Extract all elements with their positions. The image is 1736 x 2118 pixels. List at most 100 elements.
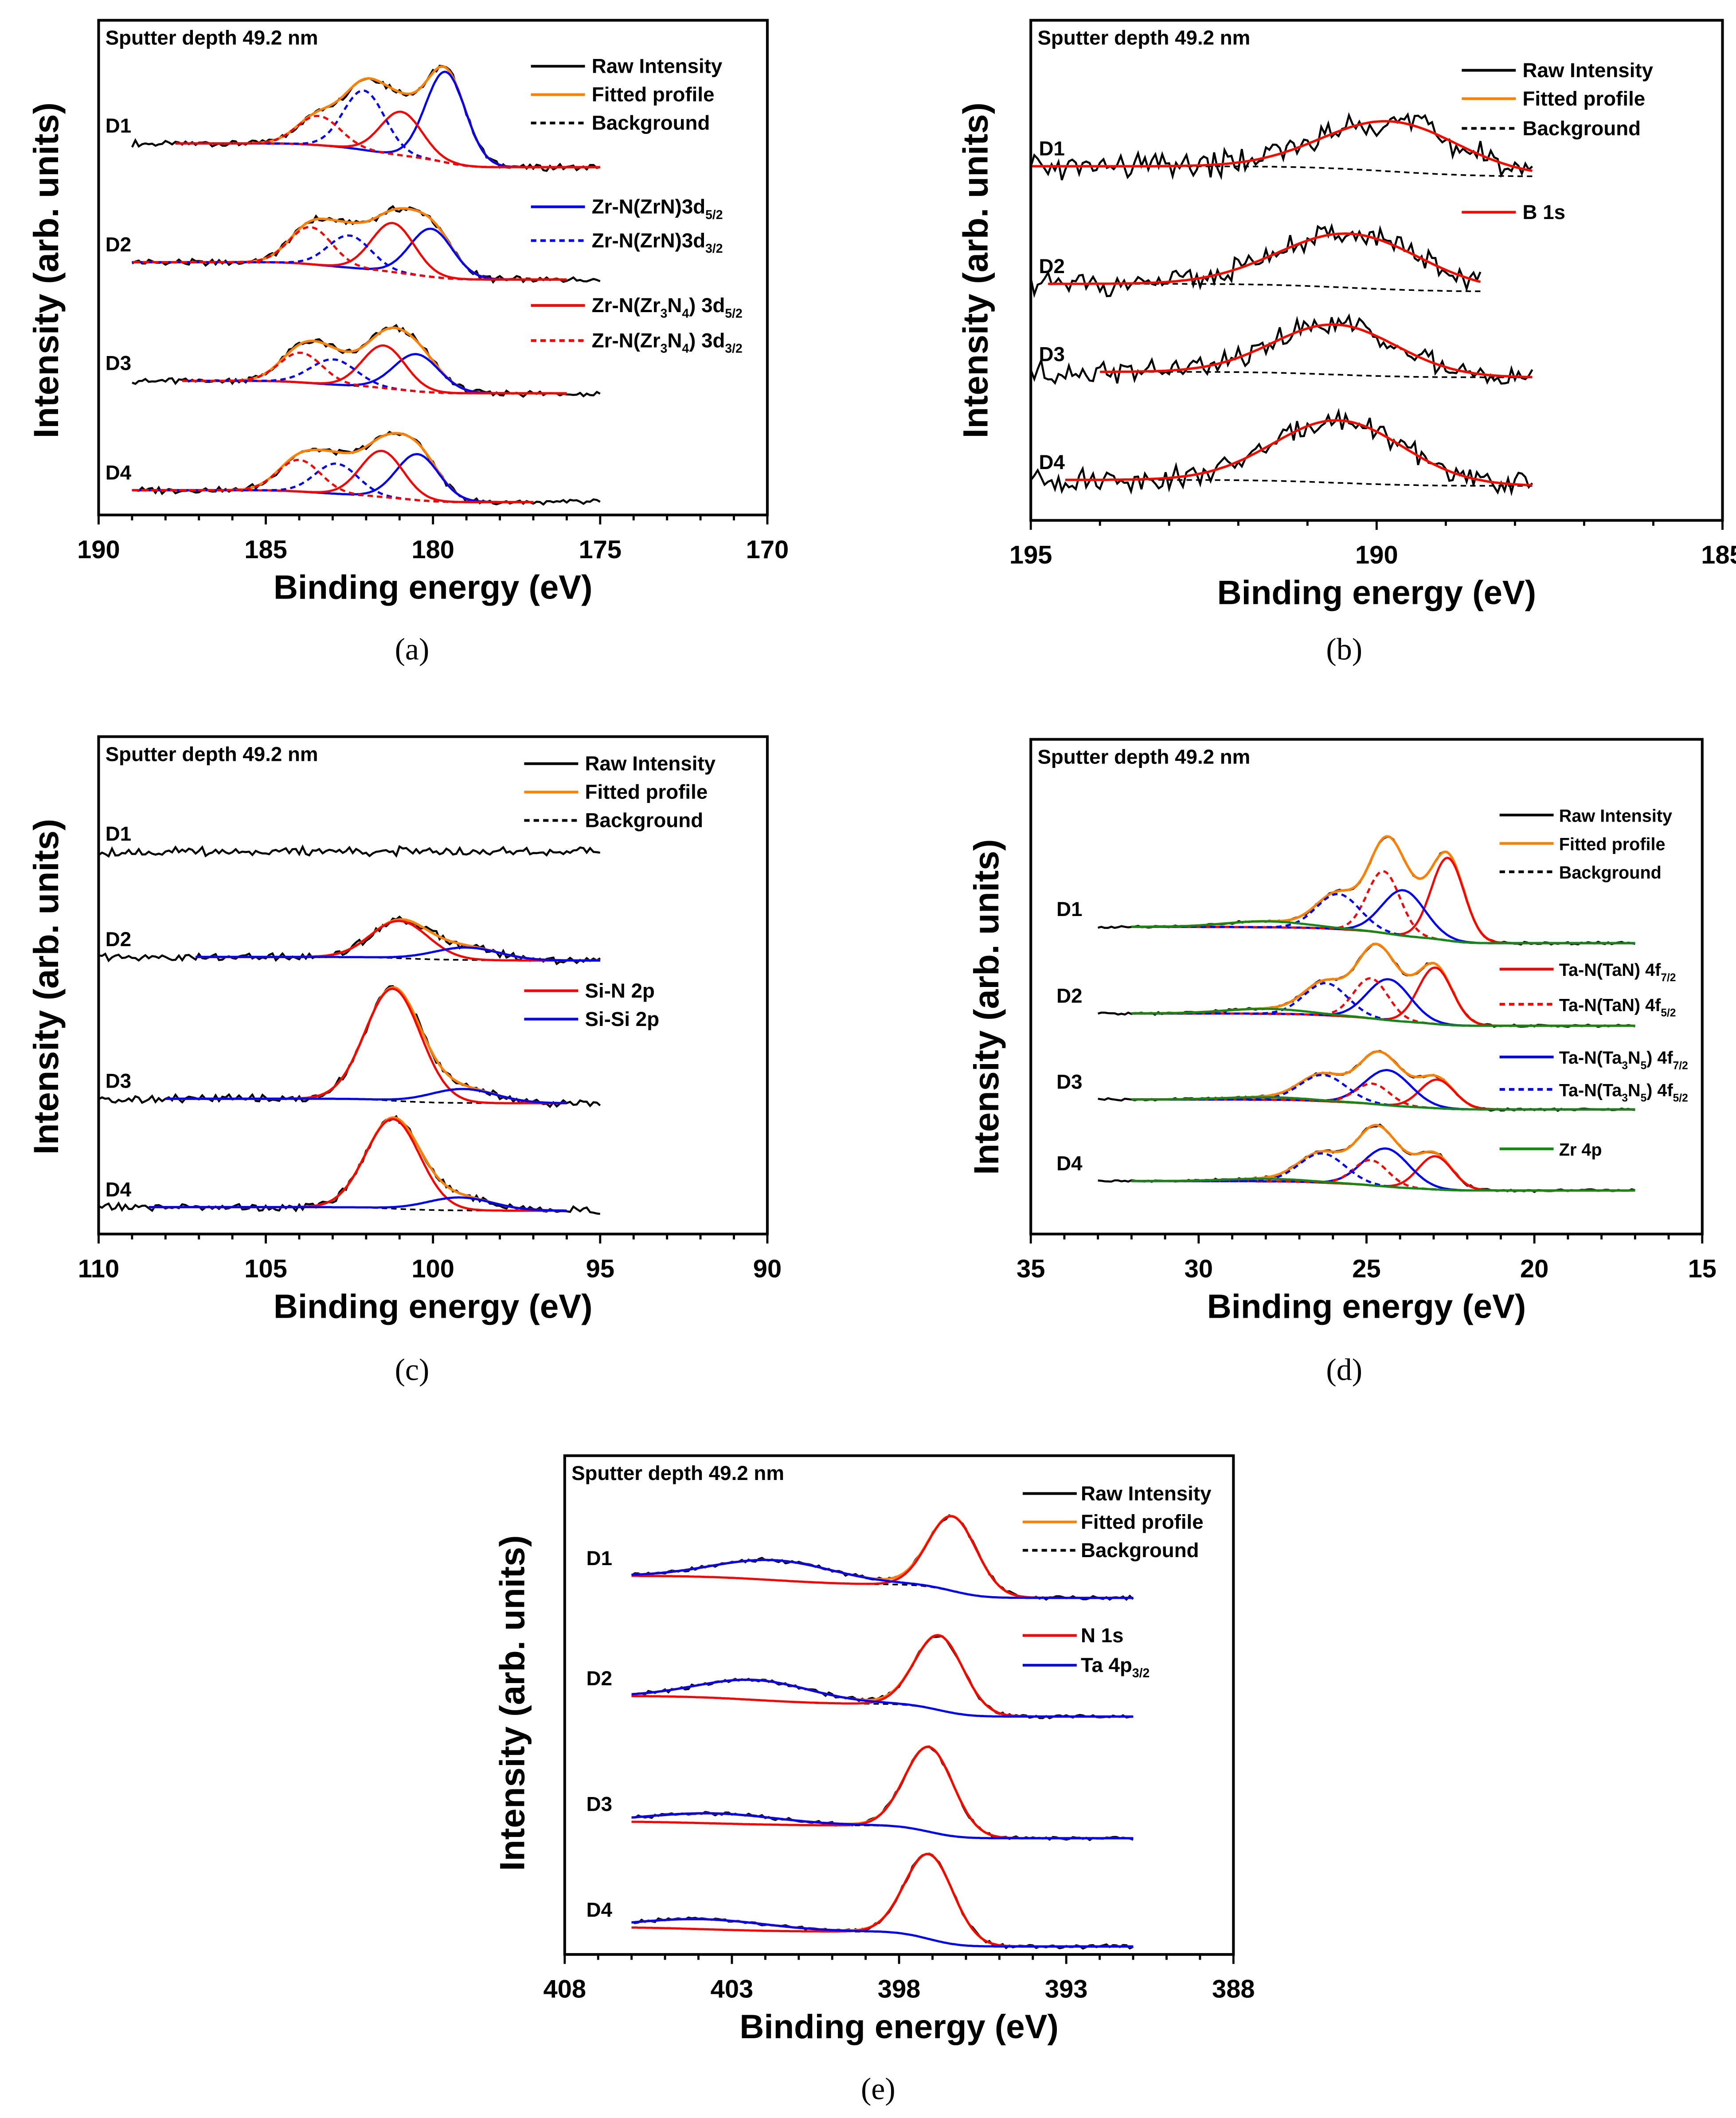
background-line [1100,371,1533,378]
spectrum-label: D1 [1039,137,1065,160]
legend-label-part: 5/2 [1661,1007,1676,1019]
chart-e: 408 403 398 393 388 Binding energy (eV) Intens… [492,1454,1255,2106]
legend-label-part: Ta-N(Ta [1559,1081,1622,1100]
legend-label: Background [1559,863,1662,883]
spectrum-d2: D2 [98,915,601,966]
component-b1s [1065,419,1533,486]
raw-intensity-line [98,844,601,858]
spectrum-label: D3 [106,1070,131,1092]
y-axis-label: Intensity (arb. units) [26,819,66,1155]
legend-label-part: Ta-N(Ta [1559,1048,1622,1068]
spectrum-label: D1 [1056,898,1082,920]
legend-entry: Raw Intensity [524,752,716,775]
spectrum-d4: D4 [1030,407,1533,497]
legend-entry: Ta 4p3/2 [1022,1654,1150,1680]
plot-frame [1029,738,1704,1236]
legend-entry: Background [524,809,703,832]
x-tick-label: 15 [1688,1255,1716,1283]
component-tan52 [1131,1159,1635,1192]
x-tick-label: 35 [1017,1255,1045,1283]
legend-label-part: 7/2 [1661,972,1676,984]
spectrum-d2: D2 [586,1633,1134,1719]
component-ta3n552 [1131,982,1635,1027]
fitted-profile-line [165,986,567,1104]
x-tick-label: 95 [586,1255,614,1283]
component-ta4p [631,1679,1134,1718]
x-tick-label: 403 [711,1975,754,2004]
legend-label-part: Raw Intensity [1081,1482,1212,1505]
component-zr3n452 [175,110,600,168]
component-sin [165,987,567,1104]
component-b1s [1031,120,1533,172]
legend-label-part: Raw Intensity [585,752,716,775]
sputter-depth-note: Sputter depth 49.2 nm [571,1462,784,1484]
legend-label: Background [1522,117,1641,140]
legend-label-part: Fitted profile [1081,1511,1204,1533]
component-b1s [1048,232,1481,285]
raw-intensity-line [1098,836,1635,946]
component-zrn52 [132,453,534,503]
x-tick-label: 20 [1520,1255,1548,1283]
spectrum-label: D4 [106,461,132,484]
legend-label: Raw Intensity [1559,806,1672,826]
legend-label-part: 7/2 [1673,1060,1688,1072]
spectrum-d3: D3 [106,324,601,398]
spectrum-d3: D3 [98,985,601,1108]
legend-entry: Background [1499,863,1662,883]
x-axis-label: Binding energy (eV) [274,1288,593,1325]
legend-label-part: Background [1522,117,1641,140]
sputter-depth-note: Sputter depth 49.2 nm [106,27,318,49]
component-zr4p [1131,1007,1635,1027]
legend-label-part: Raw Intensity [592,55,723,78]
plot-frame [97,735,769,1236]
spectrum-d3: D3 [586,1745,1134,1841]
legend-entry: Fitted profile [524,781,708,803]
x-tick-label: 180 [411,536,454,564]
raw-intensity-line [98,985,601,1108]
legend-label-part: 3 [1622,1060,1628,1072]
component-zrn32 [132,234,567,281]
spectrum-label: D3 [1039,343,1065,365]
legend-label-part: N [1628,1048,1641,1068]
legend-entry: Si-N 2p [524,979,655,1002]
legend-label: Background [592,112,710,134]
x-tick-label: 190 [1355,541,1398,569]
component-n1s [631,1634,1134,1718]
spectrum-label: D1 [586,1547,612,1570]
legend-label-part: ) 4f [1646,1048,1673,1068]
legend-label-part: N [667,294,682,317]
spectrum-label: D4 [106,1178,132,1201]
x-axis-label: Binding energy (eV) [274,568,593,606]
component-zr4p [1131,920,1635,944]
legend-label-part: Si-Si 2p [585,1008,660,1030]
legend-label-part: 3 [661,306,668,321]
legend-label-part: Zr 4p [1559,1140,1602,1159]
x-axis-label: Binding energy (eV) [1207,1288,1526,1325]
legend-label-part: 5/2 [725,306,742,321]
spectrum-label: D3 [1056,1070,1082,1093]
legend-entry: B 1s [1462,201,1565,223]
legend-label-part: Background [1559,863,1662,883]
plot-frame [97,19,769,517]
legend-label-part: 5/2 [705,208,723,222]
x-tick-label: 185 [1701,541,1736,569]
x-tick-label: 185 [244,536,287,564]
legend-label: Fitted profile [585,781,708,803]
legend-entry: Zr-N(ZrN)3d5/2 [531,196,723,222]
legend-label-part: N [667,329,682,352]
legend-entry: Zr-N(ZrN)3d3/2 [531,229,723,256]
x-tick-label: 175 [579,536,622,564]
spectrum-d2: D2 [1056,943,1635,1028]
legend-label: Ta-N(Ta3N5) 4f5/2 [1559,1081,1688,1104]
raw-intensity-line [631,1514,1134,1601]
raw-intensity-line [1030,112,1533,180]
legend-label-part: Ta-N(TaN) 4f [1559,960,1661,980]
component-zr3n432 [132,458,534,503]
legend-label: Raw Intensity [1081,1482,1212,1505]
legend-label-part: 3/2 [1132,1666,1150,1680]
legend-label-part: Zr-N(Zr [592,294,661,317]
component-ta3n552 [1131,1152,1635,1192]
legend-entry: Fitted profile [531,83,714,106]
legend-label: Zr-N(ZrN)3d5/2 [592,196,723,222]
